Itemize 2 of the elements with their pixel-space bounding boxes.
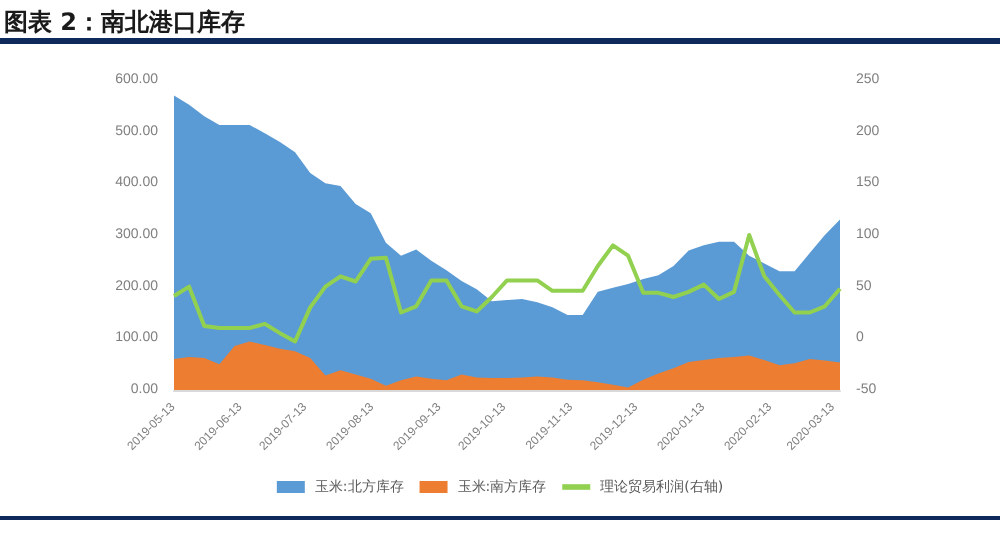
line-series — [172, 233, 842, 344]
chart-title: 图表 2：南北港口库存 — [0, 0, 1000, 44]
